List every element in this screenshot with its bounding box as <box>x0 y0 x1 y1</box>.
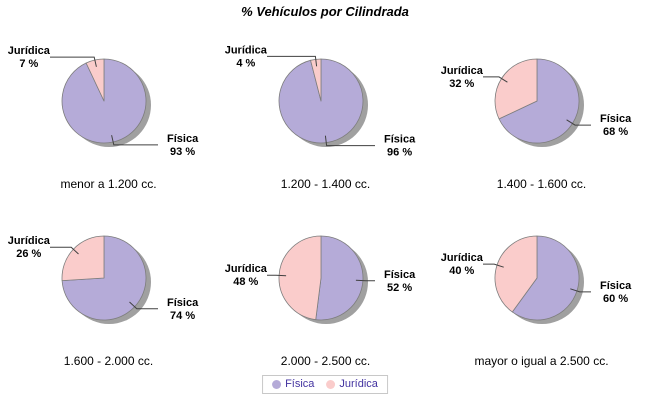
slice-label: Física <box>167 297 199 309</box>
category-label: 1.600 - 2.000 cc. <box>63 354 154 368</box>
category-label: 2.000 - 2.500 cc. <box>280 354 371 368</box>
slice-label: Física <box>600 113 632 125</box>
slice-label: Jurídica <box>441 65 484 77</box>
legend-label: Jurídica <box>339 378 378 390</box>
slice-label: Física <box>384 269 416 281</box>
slice-label: Física <box>167 133 199 145</box>
slice-value: 4 % <box>236 57 255 69</box>
leader-line <box>483 76 508 83</box>
leader-line <box>566 119 591 126</box>
category-label: 1.400 - 1.600 cc. <box>496 177 587 191</box>
pie-chart-cell: Física 96 % Jurídica 4 % 1.200 - 1.400 cc. <box>217 35 434 205</box>
pie-slice-juridica <box>278 235 322 321</box>
slice-label: Jurídica <box>225 44 268 56</box>
slice-value: 52 % <box>387 282 412 294</box>
slice-value: 68 % <box>603 126 628 138</box>
category-label: 1.200 - 1.400 cc. <box>280 177 371 191</box>
leader-line <box>111 135 158 146</box>
leader-line <box>324 135 375 147</box>
leader-line <box>129 301 158 310</box>
pie-chart-cell: Física 60 % Jurídica 40 % mayor o igual a 2… <box>433 212 650 382</box>
slice-label: Física <box>384 134 416 146</box>
legend-item-juridica: Jurídica <box>326 378 378 390</box>
slice-value: 32 % <box>449 78 474 90</box>
slice-label: Jurídica <box>8 235 51 247</box>
leader-line <box>50 56 97 67</box>
slice-label: Jurídica <box>8 45 51 57</box>
legend-label: Física <box>285 378 315 390</box>
fisica-marker-icon <box>272 379 282 389</box>
slice-value: 74 % <box>170 310 195 322</box>
category-label: menor a 1.200 cc. <box>60 177 157 191</box>
pie-slice-juridica <box>61 235 105 282</box>
leader-line <box>483 263 504 268</box>
category-label: mayor o igual a 2.500 cc. <box>474 354 609 368</box>
slice-value: 7 % <box>19 58 38 70</box>
slice-value: 60 % <box>603 293 628 305</box>
slice-label: Física <box>600 280 632 292</box>
slice-label: Jurídica <box>441 252 484 264</box>
legend: Física Jurídica <box>262 375 388 394</box>
leader-line <box>267 55 318 67</box>
leader-line <box>355 279 375 282</box>
page-title: % Vehículos por Cilindrada <box>241 4 409 19</box>
slice-value: 48 % <box>233 276 258 288</box>
slice-value: 96 % <box>387 147 412 159</box>
pie-chart-cell: Física 74 % Jurídica 26 % 1.600 - 2.000 cc. <box>0 212 217 382</box>
pie-chart-cell: Física 52 % Jurídica 48 % 2.000 - 2.500 cc. <box>217 212 434 382</box>
leader-line <box>570 288 591 293</box>
slice-value: 40 % <box>449 265 474 277</box>
leader-line <box>50 246 79 255</box>
juridica-marker-icon <box>326 379 336 389</box>
pie-chart-cell: Física 93 % Jurídica 7 % menor a 1.200 cc. <box>0 35 217 205</box>
slice-label: Jurídica <box>225 263 268 275</box>
slice-value: 26 % <box>16 248 41 260</box>
leader-line <box>267 274 287 277</box>
slice-value: 93 % <box>170 146 195 158</box>
legend-item-fisica: Física <box>272 378 314 390</box>
pie-chart-cell: Física 68 % Jurídica 32 % 1.400 - 1.600 cc. <box>433 35 650 205</box>
